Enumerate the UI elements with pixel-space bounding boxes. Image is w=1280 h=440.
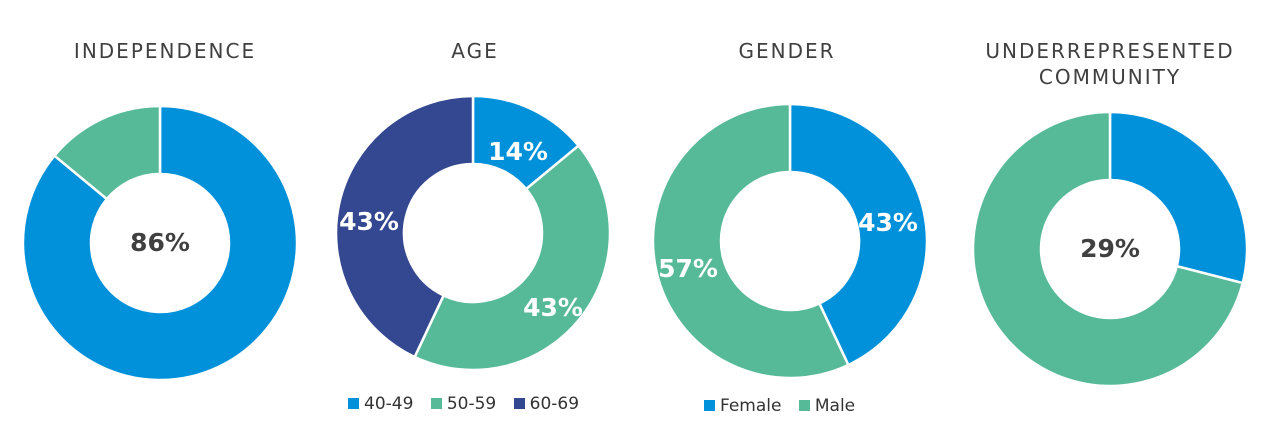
donut-slice	[52, 104, 162, 201]
donut-slice	[413, 143, 612, 372]
donut-slice	[651, 102, 850, 380]
donut-slice	[1108, 110, 1249, 285]
legend-swatch	[798, 400, 810, 411]
independence-chart-title: INDEPENDENCE	[40, 38, 290, 64]
legend-swatch	[513, 398, 525, 409]
donut-slice	[971, 110, 1245, 388]
legend-swatch	[704, 400, 715, 411]
center-label: 86%	[130, 228, 190, 257]
legend-item: 40-49	[348, 394, 413, 414]
donut-slice	[21, 104, 299, 382]
gender-chart-title: GENDER	[662, 38, 912, 64]
legend-label: 60-69	[529, 394, 580, 414]
age-chart-title: AGE	[350, 38, 600, 64]
title-line: GENDER	[738, 39, 836, 63]
donut-slice	[788, 102, 929, 367]
legend-item: 50-59	[430, 394, 497, 414]
legend-label: 40-49	[364, 394, 414, 414]
legend-item: Female	[704, 396, 781, 416]
slice-label: 43%	[339, 207, 399, 236]
age-legend: 40-49 50-59 60-69	[348, 394, 591, 414]
legend-item: 60-69	[513, 394, 580, 414]
title-line: COMMUNITY	[1038, 65, 1182, 89]
title-line: INDEPENDENCE	[73, 39, 257, 63]
slice-label: 57%	[658, 254, 718, 283]
legend-label: Male	[814, 396, 856, 416]
slice-label: 14%	[488, 137, 548, 166]
legend-label: 50-59	[446, 394, 497, 414]
legend-swatch	[348, 398, 359, 409]
legend-item: Male	[798, 396, 856, 416]
slice-label: 43%	[858, 208, 918, 237]
slice-label: 43%	[523, 293, 583, 322]
title-line: AGE	[451, 39, 499, 63]
legend-swatch	[430, 398, 442, 409]
legend-label: Female	[720, 396, 782, 416]
donut-slice	[334, 94, 475, 359]
underrepresented-community-chart-title: UNDERREPRESENTED COMMUNITY	[950, 38, 1270, 90]
title-line: UNDERREPRESENTED	[985, 39, 1235, 63]
gender-legend: Female Male	[704, 396, 867, 416]
center-label: 29%	[1080, 234, 1140, 263]
